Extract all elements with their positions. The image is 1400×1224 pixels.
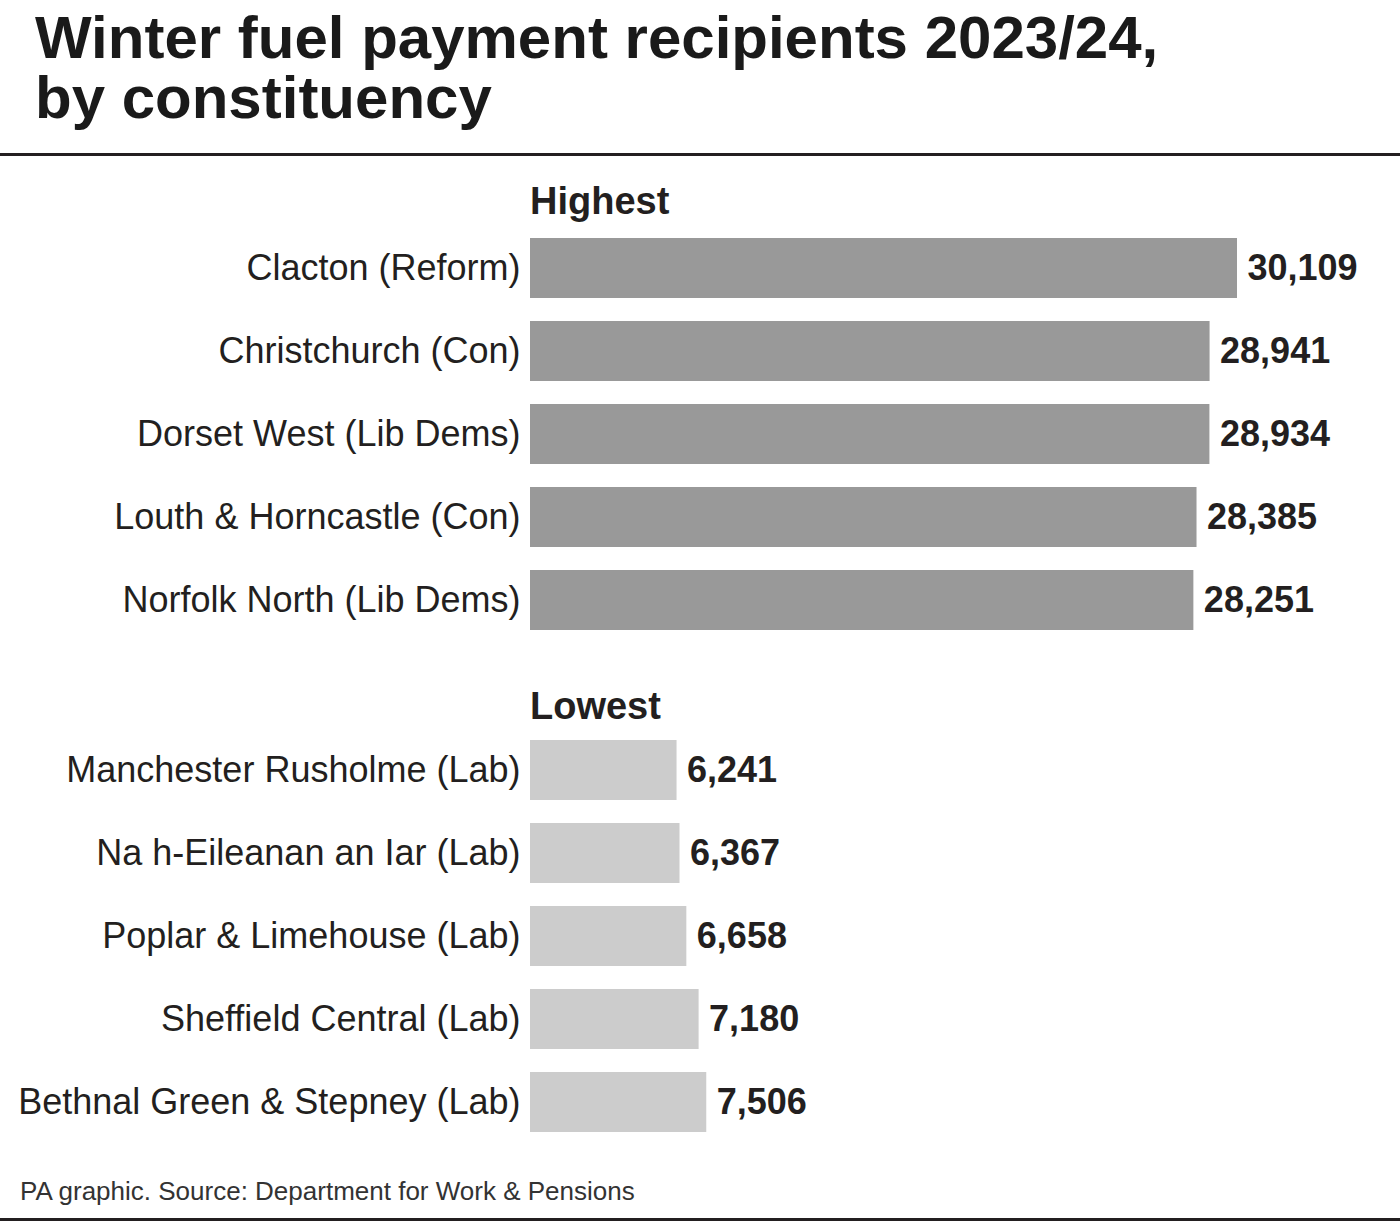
svg-text:30,109: 30,109	[1248, 247, 1358, 288]
svg-text:6,241: 6,241	[687, 749, 777, 790]
svg-text:28,934: 28,934	[1220, 413, 1330, 454]
svg-text:28,941: 28,941	[1220, 330, 1330, 371]
svg-text:28,251: 28,251	[1204, 579, 1314, 620]
html-text:Highest: Highest	[530, 180, 670, 222]
svg-text:6,367: 6,367	[690, 832, 780, 873]
svg-text:6,658: 6,658	[697, 915, 787, 956]
svg-text:Poplar & Limehouse (Lab): Poplar & Limehouse (Lab)	[102, 915, 520, 956]
svg-text:Clacton (Reform): Clacton (Reform)	[246, 247, 520, 288]
svg-text:Norfolk North (Lib Dems): Norfolk North (Lib Dems)	[122, 579, 520, 620]
svg-text:28,385: 28,385	[1207, 496, 1317, 537]
svg-text:Manchester Rusholme (Lab): Manchester Rusholme (Lab)	[66, 749, 520, 790]
html-text:Lowest: Lowest	[530, 685, 661, 727]
svg-text:7,180: 7,180	[709, 998, 799, 1039]
svg-text:Christchurch (Con): Christchurch (Con)	[218, 330, 520, 371]
svg-text:Sheffield Central (Lab): Sheffield Central (Lab)	[161, 998, 521, 1039]
svg-text:Louth & Horncastle (Con): Louth & Horncastle (Con)	[114, 496, 520, 537]
svg-text:7,506: 7,506	[717, 1081, 807, 1122]
svg-text:Na h-Eileanan an Iar (Lab): Na h-Eileanan an Iar (Lab)	[96, 832, 520, 873]
svg-text:Dorset West (Lib Dems): Dorset West (Lib Dems)	[137, 413, 520, 454]
html-text:Winter fuel payment recipients: Winter fuel payment recipients 2023/24, …	[35, 4, 1159, 131]
html-text:PA graphic. Source: Department: PA graphic. Source: Department for Work …	[20, 1176, 635, 1206]
svg-text:Bethnal Green & Stepney (Lab): Bethnal Green & Stepney (Lab)	[18, 1081, 520, 1122]
